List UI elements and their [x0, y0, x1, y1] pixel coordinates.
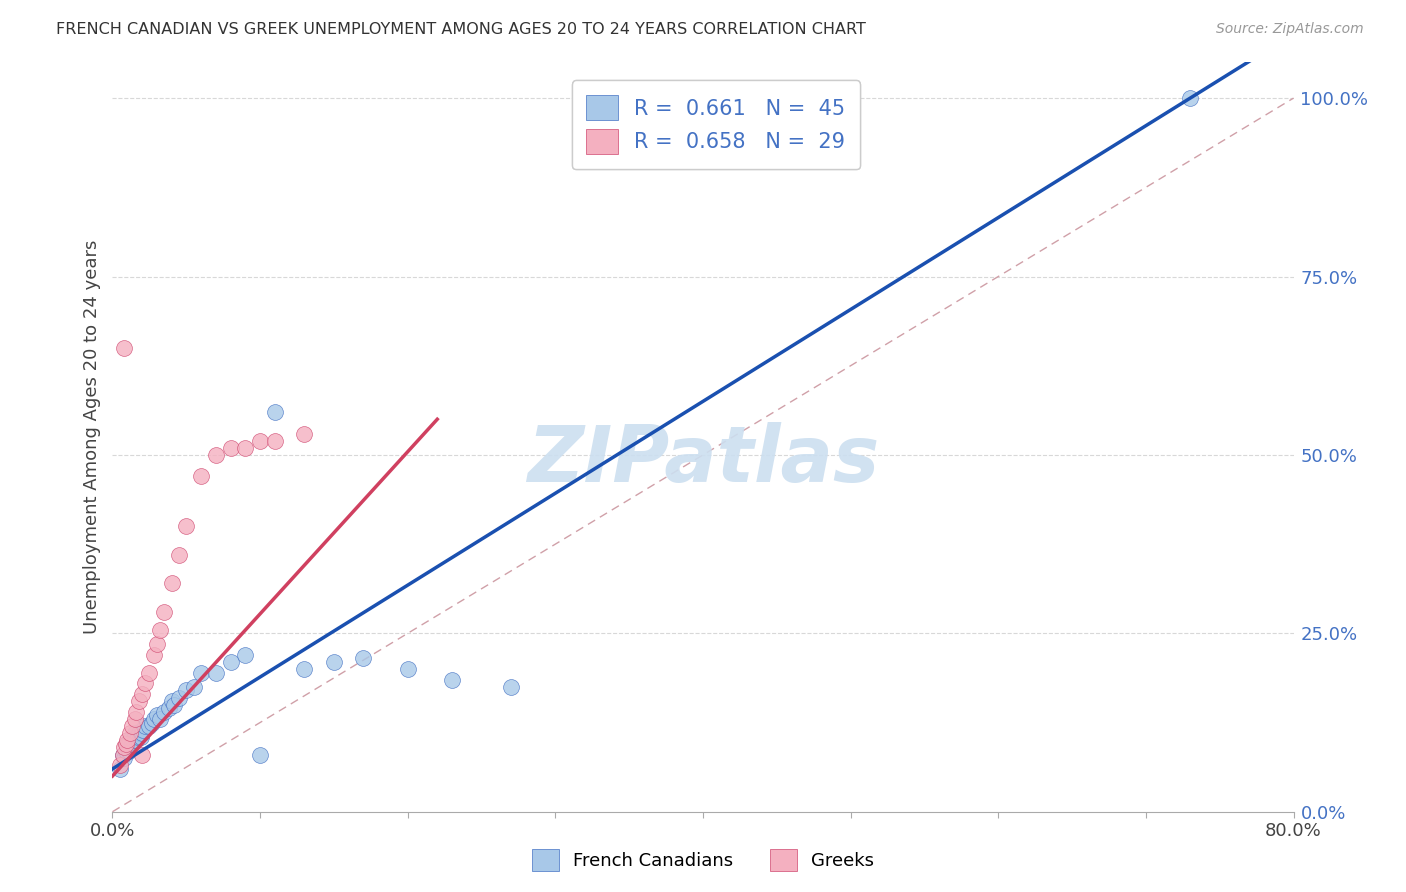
Point	[167, 548, 190, 562]
Point	[149, 712, 172, 726]
Point	[142, 712, 165, 726]
Point	[131, 723, 153, 737]
Point	[396, 662, 419, 676]
Point	[125, 705, 148, 719]
Y-axis label: Unemployment Among Ages 20 to 24 years: Unemployment Among Ages 20 to 24 years	[83, 240, 101, 634]
Point	[128, 694, 150, 708]
Point	[117, 737, 138, 751]
Point	[153, 705, 176, 719]
Point	[149, 623, 172, 637]
Legend: R =  0.661   N =  45, R =  0.658   N =  29: R = 0.661 N = 45, R = 0.658 N = 29	[572, 80, 860, 169]
Point	[160, 694, 183, 708]
Point	[131, 747, 153, 762]
Point	[122, 733, 145, 747]
Point	[111, 747, 134, 762]
Point	[138, 719, 160, 733]
Point	[233, 648, 256, 662]
Point	[121, 737, 143, 751]
Point	[134, 676, 156, 690]
Point	[125, 733, 148, 747]
Point	[114, 744, 136, 758]
Point	[233, 441, 256, 455]
Point	[264, 434, 287, 448]
Point	[124, 712, 146, 726]
Point	[117, 740, 138, 755]
Point	[117, 733, 138, 747]
Point	[249, 434, 271, 448]
Point	[163, 698, 186, 712]
Point	[124, 730, 146, 744]
Point	[146, 708, 169, 723]
Point	[112, 751, 135, 765]
Point	[190, 469, 212, 483]
Point	[205, 665, 228, 680]
Point	[120, 726, 142, 740]
Text: Source: ZipAtlas.com: Source: ZipAtlas.com	[1216, 22, 1364, 37]
Point	[108, 762, 131, 776]
Point	[174, 519, 197, 533]
Point	[128, 726, 150, 740]
Point	[190, 665, 212, 680]
Text: ZIPatlas: ZIPatlas	[527, 422, 879, 498]
Point	[108, 758, 131, 772]
Point	[134, 719, 156, 733]
Point	[160, 576, 183, 591]
Point	[323, 655, 346, 669]
Point	[142, 648, 165, 662]
Point	[219, 441, 242, 455]
Point	[129, 730, 152, 744]
Point	[352, 651, 374, 665]
Point	[124, 726, 146, 740]
Point	[111, 747, 134, 762]
Point	[174, 683, 197, 698]
Point	[292, 426, 315, 441]
Point	[264, 405, 287, 419]
Point	[292, 662, 315, 676]
Point	[132, 723, 155, 737]
Point	[183, 680, 205, 694]
Point	[249, 747, 271, 762]
Point	[167, 690, 190, 705]
Point	[112, 341, 135, 355]
Point	[121, 719, 143, 733]
Point	[441, 673, 464, 687]
Point	[112, 740, 135, 755]
Point	[153, 605, 176, 619]
Point	[501, 680, 523, 694]
Point	[131, 726, 153, 740]
Point	[205, 448, 228, 462]
Point	[114, 737, 136, 751]
Point	[141, 715, 163, 730]
Point	[118, 744, 141, 758]
Point	[146, 637, 169, 651]
Point	[131, 687, 153, 701]
Point	[120, 733, 142, 747]
Legend: French Canadians, Greeks: French Canadians, Greeks	[524, 842, 882, 879]
Point	[219, 655, 242, 669]
Point	[157, 701, 180, 715]
Point	[127, 730, 149, 744]
Text: FRENCH CANADIAN VS GREEK UNEMPLOYMENT AMONG AGES 20 TO 24 YEARS CORRELATION CHAR: FRENCH CANADIAN VS GREEK UNEMPLOYMENT AM…	[56, 22, 866, 37]
Point	[1178, 91, 1201, 105]
Point	[138, 665, 160, 680]
